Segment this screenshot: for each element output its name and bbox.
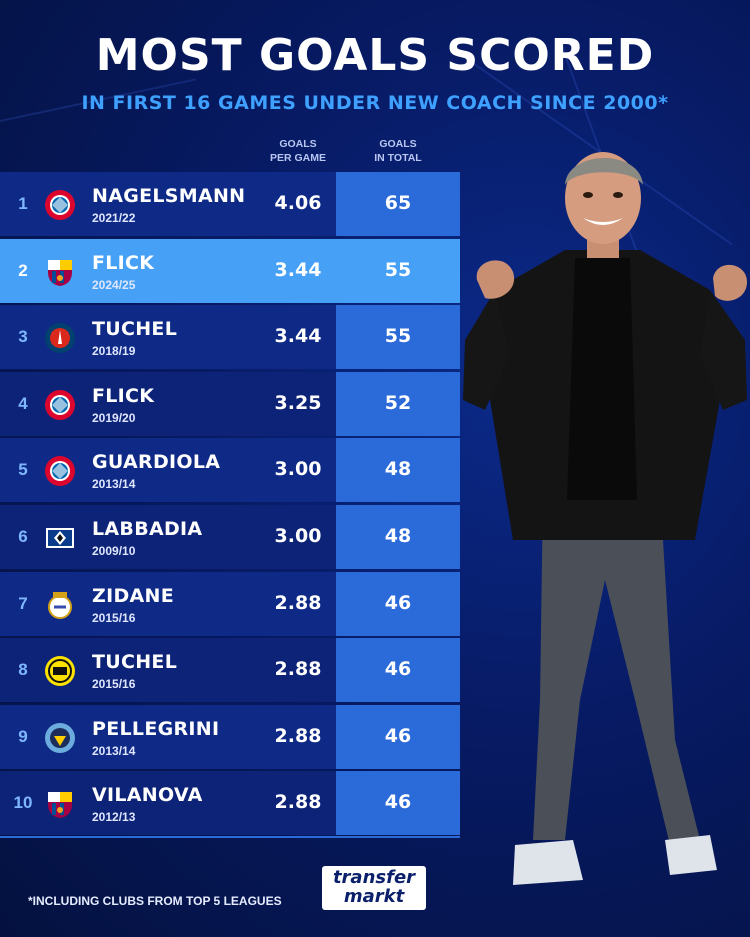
season-label: 2015/16 bbox=[92, 677, 136, 691]
rank-number: 3 bbox=[18, 327, 28, 346]
rank-number: 7 bbox=[18, 594, 28, 613]
season-label: 2024/25 bbox=[92, 278, 136, 292]
coach-name: GUARDIOLA bbox=[92, 451, 221, 473]
fc-barcelona-crest-icon bbox=[48, 792, 72, 818]
goals-total-value: 52 bbox=[384, 392, 412, 414]
psg-crest-icon bbox=[45, 323, 75, 353]
goals-total-value: 55 bbox=[384, 325, 412, 347]
coach-name: TUCHEL bbox=[92, 651, 178, 673]
coach-name: VILANOVA bbox=[92, 784, 203, 806]
goals-per-game-value: 2.88 bbox=[274, 658, 322, 680]
goals-total-value: 48 bbox=[384, 458, 412, 480]
coach-name: LABBADIA bbox=[92, 518, 203, 540]
total-cell-background bbox=[336, 771, 460, 835]
season-label: 2009/10 bbox=[92, 544, 136, 558]
goals-per-game-value: 3.44 bbox=[274, 325, 322, 347]
goals-per-game-value: 3.44 bbox=[274, 259, 322, 281]
goals-total-value: 46 bbox=[384, 658, 412, 680]
manchester-city-crest-icon bbox=[45, 723, 75, 753]
coach-name: FLICK bbox=[92, 385, 155, 407]
rank-number: 4 bbox=[18, 394, 28, 413]
goals-total-value: 48 bbox=[384, 525, 412, 547]
transfermarkt-logo: transfer markt bbox=[322, 866, 426, 910]
season-label: 2013/14 bbox=[92, 744, 136, 758]
season-label: 2021/22 bbox=[92, 211, 136, 225]
total-cell-background bbox=[336, 305, 460, 369]
goals-per-game-value: 3.00 bbox=[274, 525, 322, 547]
transfermarkt-logo-line1: transfer bbox=[332, 867, 416, 888]
page-subtitle: IN FIRST 16 GAMES UNDER NEW COACH SINCE … bbox=[81, 92, 669, 114]
rank-number: 9 bbox=[18, 727, 28, 746]
goals-total-value: 46 bbox=[384, 592, 412, 614]
column-header-total-line2: IN TOTAL bbox=[374, 152, 422, 164]
bayern-munich-crest-icon bbox=[45, 456, 75, 486]
table-row: 8 TUCHEL 2015/16 2.88 46 bbox=[0, 638, 460, 702]
coach-name: PELLEGRINI bbox=[92, 718, 220, 740]
goals-total-value: 46 bbox=[384, 725, 412, 747]
column-header-total-line1: GOALS bbox=[379, 138, 417, 150]
total-cell-background bbox=[336, 239, 460, 303]
total-cell-background bbox=[336, 172, 460, 236]
coach-name: FLICK bbox=[92, 252, 155, 274]
total-cell-background bbox=[336, 705, 460, 769]
season-label: 2013/14 bbox=[92, 477, 136, 491]
column-header-per-game-line2: PER GAME bbox=[269, 152, 326, 164]
coach-name: ZIDANE bbox=[92, 585, 175, 607]
hamburger-sv-crest-icon bbox=[46, 528, 74, 548]
column-header-per-game: GOALS PER GAME bbox=[248, 137, 348, 165]
season-label: 2015/16 bbox=[92, 611, 136, 625]
page-title: MOST GOALS SCORED bbox=[95, 30, 655, 81]
rank-number: 6 bbox=[18, 527, 28, 546]
goals-total-value: 65 bbox=[384, 192, 412, 214]
fc-barcelona-crest-icon bbox=[48, 260, 72, 286]
table-row: 3 TUCHEL 2018/19 3.44 55 bbox=[0, 305, 460, 369]
season-label: 2012/13 bbox=[92, 810, 136, 824]
table-row: 2 FLICK 2024/25 3.44 55 bbox=[0, 239, 460, 303]
table-row: 5 GUARDIOLA 2013/14 3.00 48 bbox=[0, 438, 460, 502]
bayern-munich-crest-icon bbox=[45, 390, 75, 420]
coach-name: NAGELSMANN bbox=[92, 185, 246, 207]
rank-number: 8 bbox=[18, 660, 28, 679]
table-bottom-rule bbox=[0, 836, 460, 838]
total-cell-background bbox=[336, 638, 460, 702]
total-cell-background bbox=[336, 505, 460, 569]
table-row: 4 FLICK 2019/20 3.25 52 bbox=[0, 372, 460, 436]
goals-per-game-value: 3.00 bbox=[274, 458, 322, 480]
season-label: 2018/19 bbox=[92, 344, 136, 358]
goals-per-game-value: 2.88 bbox=[274, 725, 322, 747]
goals-total-value: 55 bbox=[384, 259, 412, 281]
total-cell-background bbox=[336, 572, 460, 636]
table-row: 6 LABBADIA 2009/10 3.00 48 bbox=[0, 505, 460, 569]
coach-name: TUCHEL bbox=[92, 318, 178, 340]
rank-number: 1 bbox=[18, 194, 28, 213]
goals-per-game-value: 4.06 bbox=[274, 192, 322, 214]
column-header-total: GOALS IN TOTAL bbox=[348, 137, 448, 165]
table-row: 1 NAGELSMANN 2021/22 4.06 65 bbox=[0, 172, 460, 236]
coach-photo bbox=[463, 152, 747, 885]
rank-number: 5 bbox=[18, 460, 28, 479]
table-row: 9 PELLEGRINI 2013/14 2.88 46 bbox=[0, 705, 460, 769]
table-row: 7 ZIDANE 2015/16 2.88 46 bbox=[0, 572, 460, 636]
real-madrid-crest-icon bbox=[48, 592, 72, 619]
table-row: 10 VILANOVA 2012/13 2.88 46 bbox=[0, 771, 460, 835]
rank-number: 10 bbox=[13, 793, 33, 812]
goals-per-game-value: 3.25 bbox=[274, 392, 322, 414]
transfermarkt-logo-line2: markt bbox=[343, 886, 405, 907]
goals-total-value: 46 bbox=[384, 791, 412, 813]
season-label: 2019/20 bbox=[92, 411, 136, 425]
total-cell-background bbox=[336, 372, 460, 436]
bayern-munich-crest-icon bbox=[45, 190, 75, 220]
borussia-dortmund-crest-icon bbox=[45, 656, 75, 686]
footnote: *INCLUDING CLUBS FROM TOP 5 LEAGUES bbox=[28, 894, 282, 908]
column-header-per-game-line1: GOALS bbox=[279, 138, 317, 150]
rank-number: 2 bbox=[18, 261, 28, 280]
total-cell-background bbox=[336, 438, 460, 502]
goals-per-game-value: 2.88 bbox=[274, 592, 322, 614]
goals-per-game-value: 2.88 bbox=[274, 791, 322, 813]
